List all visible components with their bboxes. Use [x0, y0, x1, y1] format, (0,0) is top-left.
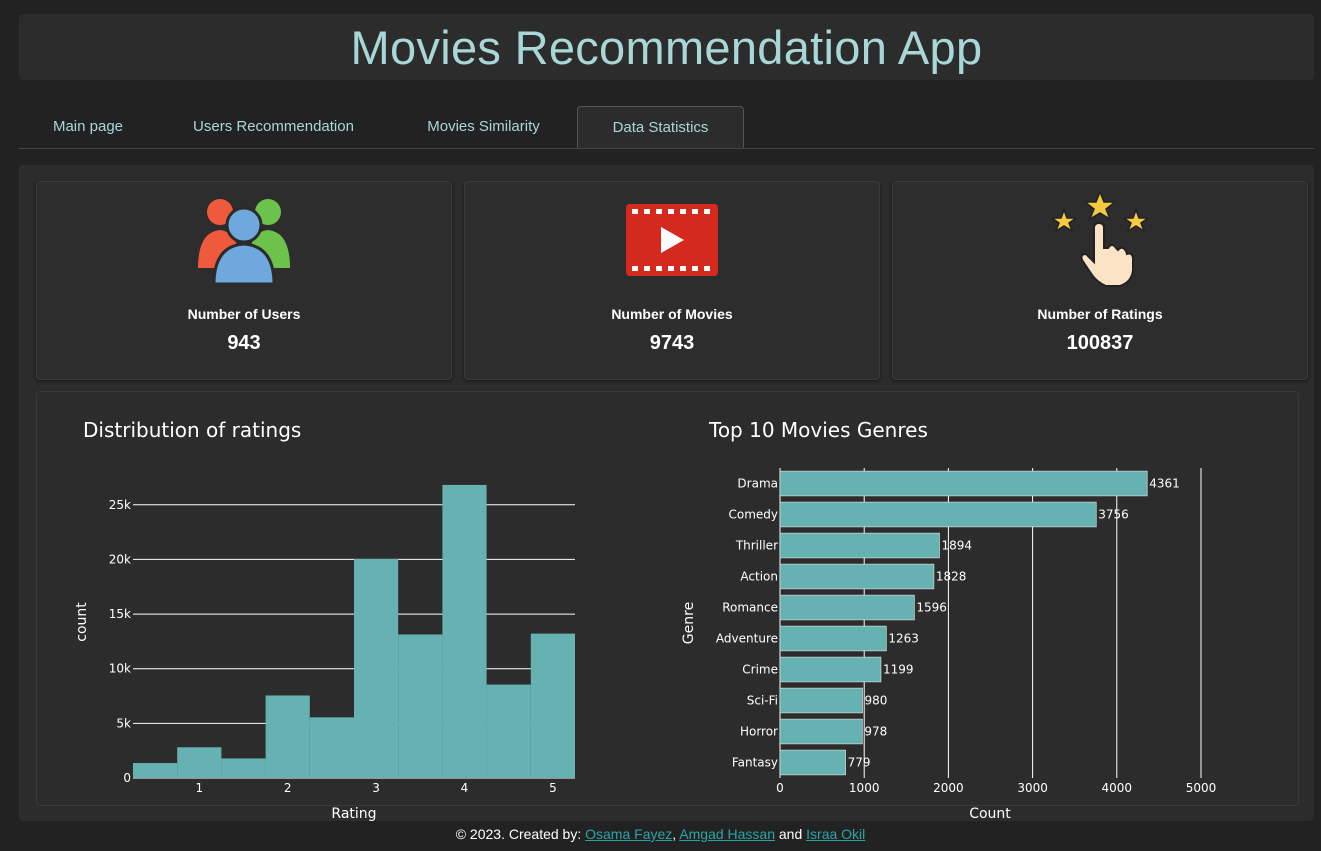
users-stat-card: Number of Users 943	[36, 181, 452, 380]
genre-value-label: 4361	[1149, 477, 1180, 491]
movies-stat-label: Number of Movies	[611, 306, 733, 322]
genre-value-label: 1263	[888, 632, 919, 646]
genre-value-label: 1199	[883, 663, 914, 677]
genre-y-tick-label: Comedy	[728, 508, 778, 522]
genre-y-tick-label: Action	[740, 570, 778, 584]
ratings-histogram-bar	[265, 695, 310, 778]
genres-bar-chart: Top 10 Movies Genres Count Genre 0 1000 20…	[681, 418, 1217, 822]
tab-users-recommendation[interactable]: Users Recommendation	[193, 118, 354, 135]
genre-value-label: 1894	[941, 539, 972, 553]
tab-main-page[interactable]: Main page	[52, 118, 124, 135]
ratings-x-tick-label: 1	[195, 781, 203, 795]
genres-x-tick-label: 5000	[1186, 781, 1217, 795]
genre-y-tick-label: Crime	[742, 663, 778, 677]
genre-value-label: 779	[848, 756, 871, 770]
genre-value-label: 1828	[936, 570, 967, 584]
genre-bar	[779, 749, 846, 776]
stars-hand-icon	[1050, 190, 1150, 287]
genres-x-tick-label: 3000	[1017, 781, 1048, 795]
ratings-histogram-bar	[530, 633, 575, 778]
ratings-histogram-chart: Distribution of ratings Rating count 0 5k…	[74, 418, 575, 822]
genres-chart-title: Top 10 Movies Genres	[708, 418, 928, 442]
genres-x-tick-label: 1000	[849, 781, 880, 795]
genre-bar	[779, 625, 887, 652]
ratings-y-tick-label: 20k	[109, 552, 131, 566]
ratings-stat-label: Number of Ratings	[1037, 306, 1163, 322]
genres-y-axis-label: Genre	[681, 602, 697, 644]
footer-separator: ,	[672, 826, 677, 842]
author-link-israa-okil[interactable]: Israa Okil	[806, 826, 866, 842]
ratings-y-tick-label: 0	[123, 771, 131, 785]
movies-stat-card: Number of Movies 9743	[464, 181, 880, 380]
ratings-chart-title: Distribution of ratings	[83, 418, 301, 442]
ratings-y-tick-label: 15k	[109, 607, 131, 621]
genres-x-tick-label: 2000	[933, 781, 964, 795]
genre-bar	[779, 470, 1148, 497]
genre-y-tick-label: Adventure	[716, 632, 778, 646]
ratings-stat-card: Number of Ratings 100837	[892, 181, 1308, 380]
app-header: Movies Recommendation App	[19, 14, 1314, 80]
users-stat-label: Number of Users	[187, 306, 301, 322]
footer-prefix: © 2023. Created by:	[455, 826, 582, 842]
genre-y-tick-label: Fantasy	[732, 756, 778, 770]
genres-x-tick-label: 4000	[1102, 781, 1133, 795]
genre-y-tick-label: Sci-Fi	[747, 694, 778, 708]
tab-bar: Main page Users Recommendation Movies Si…	[19, 106, 1314, 149]
footer: © 2023. Created by: Osama Fayez, Amgad H…	[0, 826, 1321, 842]
users-stat-value: 943	[227, 332, 261, 354]
genre-y-tick-label: Horror	[740, 725, 778, 739]
genre-value-label: 978	[864, 725, 887, 739]
genre-bar	[779, 594, 915, 621]
genre-y-tick-label: Drama	[737, 477, 778, 491]
footer-and: and	[778, 826, 803, 842]
film-play-icon	[626, 204, 718, 276]
ratings-stat-value: 100837	[1066, 332, 1134, 354]
genre-bar	[779, 501, 1097, 528]
ratings-x-tick-label: 5	[549, 781, 557, 795]
ratings-histogram-bar	[442, 484, 487, 778]
ratings-histogram-bar	[486, 684, 531, 778]
genre-y-tick-label: Thriller	[735, 539, 778, 553]
genre-bar	[779, 718, 863, 745]
ratings-y-tick-label: 25k	[109, 498, 131, 512]
tab-movies-similarity[interactable]: Movies Similarity	[427, 118, 540, 135]
genres-x-tick-label: 0	[776, 781, 784, 795]
charts-panel	[36, 391, 1299, 806]
genre-y-tick-label: Romance	[722, 601, 778, 615]
tab-data-statistics[interactable]: Data Statistics	[577, 106, 744, 148]
movies-stat-value: 9743	[649, 332, 695, 354]
app-title: Movies Recommendation App	[350, 20, 983, 74]
genre-value-label: 980	[865, 694, 888, 708]
ratings-x-tick-label: 2	[284, 781, 292, 795]
genre-bar	[779, 687, 863, 714]
ratings-histogram-bar	[309, 717, 354, 778]
ratings-x-tick-label: 3	[372, 781, 380, 795]
genre-bar	[779, 532, 940, 559]
genres-x-axis-label: Count	[969, 806, 1011, 822]
ratings-histogram-bar	[398, 634, 443, 778]
ratings-x-axis-label: Rating	[331, 806, 376, 822]
ratings-y-tick-label: 5k	[116, 716, 131, 730]
ratings-x-tick-label: 4	[461, 781, 469, 795]
ratings-y-tick-label: 10k	[109, 662, 131, 676]
ratings-histogram-bar	[354, 558, 399, 778]
ratings-histogram-bar	[133, 763, 178, 778]
ratings-y-axis-label: count	[74, 602, 90, 642]
users-icon	[198, 199, 290, 286]
genre-value-label: 1596	[916, 601, 947, 615]
genre-value-label: 3756	[1098, 508, 1129, 522]
ratings-histogram-bar	[221, 758, 266, 778]
author-link-amgad-hassan[interactable]: Amgad Hassan	[679, 826, 775, 842]
genre-bar	[779, 656, 882, 683]
genre-bar	[779, 563, 935, 590]
ratings-histogram-bar	[177, 747, 222, 778]
author-link-osama-fayez[interactable]: Osama Fayez	[585, 826, 673, 842]
